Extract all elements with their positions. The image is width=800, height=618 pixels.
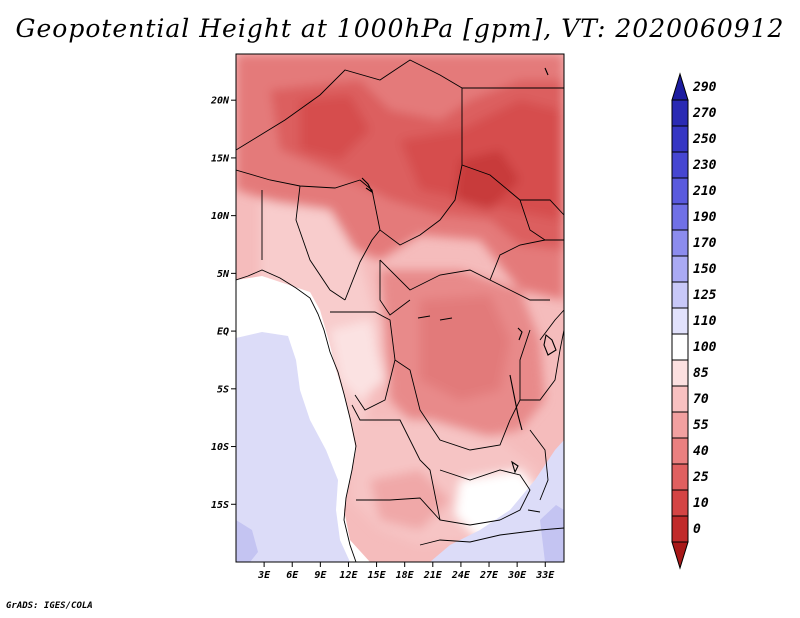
lon-tick-label: 24E: [451, 570, 471, 581]
colorbar-level-label: 170: [693, 236, 717, 251]
colorbar-level-label: 55: [693, 418, 709, 433]
colorbar-swatch: [671, 411, 689, 439]
lon-tick-label: 21E: [423, 570, 443, 581]
colorbar-level-label: 270: [692, 106, 717, 121]
colorbar-level-label: 100: [693, 340, 717, 355]
colorbar: 2902702502302101901701501251101008570554…: [671, 72, 717, 570]
lon-tick-label: 6E: [286, 570, 299, 581]
colorbar-level-label: 85: [693, 366, 709, 381]
grads-credit: GrADS: IGES/COLA: [6, 601, 93, 611]
colorbar-level-label: 210: [692, 184, 717, 199]
colorbar-level-label: 10: [693, 496, 709, 511]
lat-tick-label: 15N: [211, 153, 230, 164]
lon-tick-label: 9E: [314, 570, 327, 581]
colorbar-level-label: 25: [692, 470, 709, 485]
colorbar-swatch: [671, 359, 689, 387]
colorbar-swatch: [671, 203, 689, 231]
lat-tick-label: EQ: [217, 327, 229, 338]
latitude-axis: 20N 15N 10N 5N EQ 5S 10S 15S: [210, 96, 236, 511]
colorbar-level-label: 290: [692, 80, 717, 95]
colorbar-bottom-arrow: [671, 541, 689, 570]
colorbar-swatch: [671, 515, 689, 543]
lakes: [361, 67, 557, 513]
lon-tick-label: 33E: [535, 570, 555, 581]
longitude-axis: 3E 6E 9E 12E 15E 18E 21E 24E 27E 30E 33E: [257, 562, 555, 581]
lon-tick-label: 30E: [507, 570, 527, 581]
map-field: [236, 54, 564, 562]
colorbar-swatch: [671, 255, 689, 283]
lat-tick-label: 5N: [217, 269, 230, 280]
colorbar-level-label: 0: [693, 522, 701, 537]
lat-tick-label: 15S: [211, 500, 229, 511]
colorbar-swatch: [671, 437, 689, 465]
lon-tick-label: 15E: [368, 570, 387, 581]
colorbar-level-label: 250: [692, 132, 717, 147]
colorbar-level-label: 110: [693, 314, 717, 329]
chart-title: Geopotential Height at 1000hPa [gpm], VT…: [15, 14, 785, 43]
lat-tick-label: 5S: [217, 384, 229, 395]
lon-tick-label: 18E: [396, 570, 415, 581]
colorbar-swatch: [671, 229, 689, 257]
lat-tick-label: 20N: [210, 96, 230, 107]
lon-tick-label: 12E: [339, 570, 358, 581]
lon-tick-label: 3E: [257, 570, 271, 581]
colorbar-swatch: [671, 151, 689, 179]
colorbar-top-arrow: [671, 72, 689, 101]
colorbar-swatch: [671, 125, 689, 153]
colorbar-swatch: [671, 463, 689, 491]
map-frame-border: [235, 53, 565, 563]
colorbar-level-label: 70: [693, 392, 709, 407]
colorbar-swatch: [671, 385, 689, 413]
colorbar-swatch: [671, 281, 689, 309]
colorbar-level-label: 230: [692, 158, 717, 173]
lat-tick-label: 10S: [211, 442, 229, 453]
country-borders: [236, 59, 564, 562]
lon-tick-label: 27E: [479, 570, 499, 581]
colorbar-swatch: [671, 333, 689, 361]
colorbar-swatch: [671, 307, 689, 335]
colorbar-swatch: [671, 99, 689, 127]
lat-tick-label: 10N: [211, 211, 230, 222]
colorbar-swatch: [671, 489, 689, 517]
colorbar-level-label: 190: [693, 210, 717, 225]
colorbar-level-label: 40: [693, 444, 709, 459]
colorbar-level-label: 150: [693, 262, 717, 277]
colorbar-level-label: 125: [693, 288, 717, 303]
colorbar-swatch: [671, 177, 689, 205]
